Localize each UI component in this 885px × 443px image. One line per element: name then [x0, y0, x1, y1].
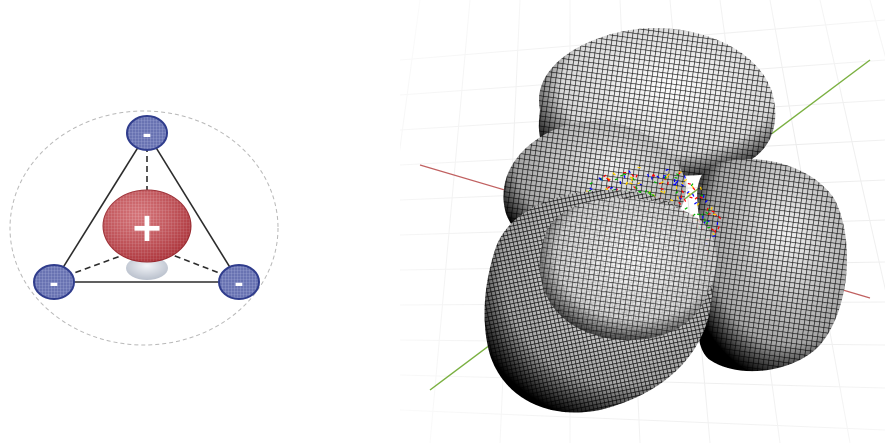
particle: [635, 174, 638, 178]
particle: [684, 207, 688, 210]
lower-lobe: [126, 256, 168, 280]
particle: [622, 173, 627, 176]
particle: [683, 175, 686, 179]
particle: [620, 174, 624, 177]
particle: [681, 183, 685, 187]
particle: [690, 183, 694, 187]
particle: [678, 197, 682, 200]
dashed-bonds: [65, 146, 228, 277]
particle: [651, 194, 655, 197]
viewport-svg[interactable]: [400, 0, 885, 443]
particle: [600, 177, 603, 181]
negative-charge-bottom-right: -: [218, 264, 260, 300]
particle: [680, 195, 683, 199]
particle: [704, 199, 708, 203]
particle: [634, 186, 638, 190]
particle: [607, 178, 611, 182]
particle: [687, 182, 691, 185]
lobe-right: [697, 159, 847, 372]
particle: [633, 186, 637, 190]
charge-symbol-top: -: [142, 123, 151, 148]
particle: [683, 178, 688, 182]
particle: [692, 193, 695, 197]
particle: [625, 182, 629, 186]
particle: [711, 210, 715, 213]
particle: [712, 232, 715, 236]
particle: [675, 173, 680, 176]
particle: [669, 199, 674, 202]
particle: [606, 186, 611, 189]
particle: [678, 201, 682, 205]
particle: [681, 190, 685, 194]
particle: [707, 213, 711, 215]
particle: [628, 170, 631, 174]
particle: [705, 221, 709, 225]
particle: [653, 181, 657, 184]
particle: [647, 173, 650, 178]
negative-charge-bottom-left: -: [33, 264, 75, 300]
particle: [589, 187, 593, 191]
particle: [706, 207, 709, 211]
particle: [609, 186, 614, 189]
particle: [665, 168, 669, 172]
particle: [712, 235, 716, 237]
particle: [674, 181, 678, 186]
particle: [686, 191, 690, 194]
central-charge-symbol: +: [130, 205, 164, 251]
particle: [711, 228, 715, 232]
lobe-front-inner: [539, 198, 717, 341]
particle: [631, 173, 635, 177]
particle: [605, 187, 609, 191]
particle: [598, 177, 602, 180]
triangle-edges: [53, 132, 240, 283]
particle: [683, 198, 687, 202]
particle: [614, 178, 618, 181]
particle: [631, 178, 633, 182]
particle: [687, 192, 691, 195]
particle: [589, 182, 593, 185]
particle: [603, 174, 607, 178]
particle: [694, 201, 698, 205]
particle: [718, 216, 722, 220]
particle: [652, 173, 656, 177]
particle: [663, 190, 666, 194]
particle: [699, 196, 703, 199]
particle: [705, 211, 709, 215]
bounding-ellipse: [9, 110, 279, 346]
particle: [629, 176, 633, 179]
tetrahedral-charge-diagram: + - - -: [0, 0, 300, 443]
particle: [675, 191, 679, 194]
particle: [632, 177, 636, 181]
particle: [676, 196, 680, 200]
particle: [629, 182, 633, 185]
charge-symbol-bottom-left: -: [49, 272, 58, 297]
particle: [666, 173, 670, 177]
particle: [710, 206, 713, 210]
wireframe-3d-viewport[interactable]: [400, 0, 885, 443]
particle: [644, 189, 648, 193]
particle: [707, 226, 711, 229]
particle: [696, 202, 700, 206]
particle: [656, 175, 660, 179]
particle: [612, 172, 616, 176]
particle: [660, 190, 664, 193]
particle: [694, 196, 698, 200]
particle: [699, 186, 702, 190]
particle: [689, 196, 693, 199]
particle: [606, 177, 610, 181]
charge-symbol-bottom-right: -: [234, 272, 243, 297]
positive-central-charge: +: [102, 189, 192, 263]
negative-charge-top: -: [126, 115, 168, 151]
particle: [660, 181, 664, 184]
particle: [660, 187, 664, 190]
particle: [717, 226, 720, 230]
particle: [692, 187, 696, 191]
charge-diagram-svg: + - - -: [9, 110, 279, 346]
